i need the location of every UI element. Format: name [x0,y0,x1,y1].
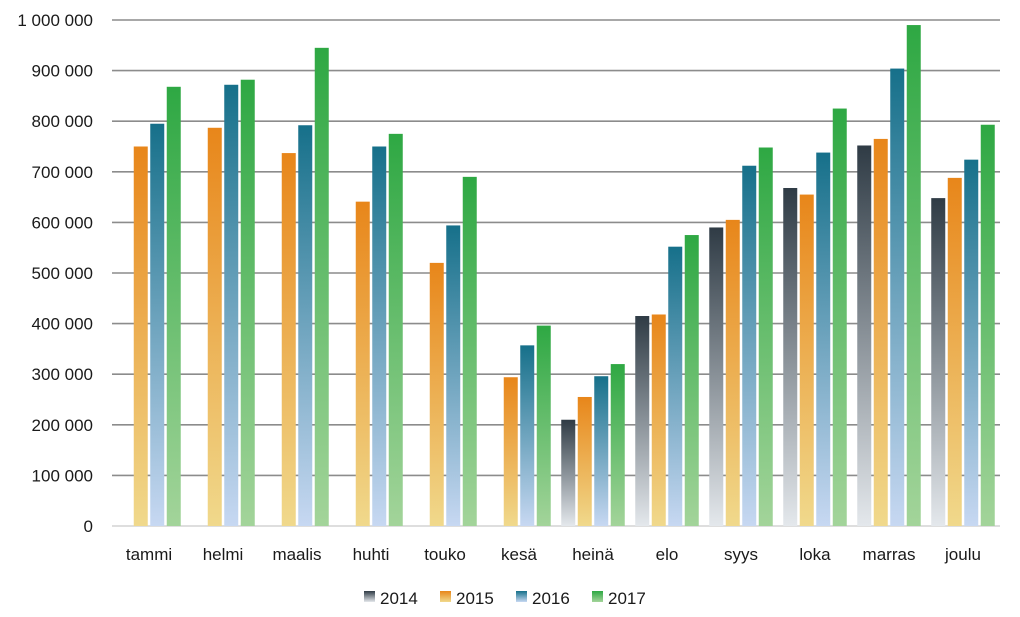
x-tick-label: helmi [203,545,244,564]
bar-2016-syys [742,165,757,526]
bar-2017-helmi [240,79,255,526]
legend-swatch [440,591,451,602]
bar-2017-elo [684,235,699,527]
bar-2015-elo [651,314,666,526]
bar-2016-marras [890,68,905,527]
bar-2015-huhti [355,201,370,527]
bar-2017-syys [758,147,773,526]
bar-2015-tammi [133,146,148,526]
x-tick-label: maalis [272,545,321,564]
bar-2016-kesä [520,345,535,526]
y-tick-label: 200 000 [32,416,93,435]
bar-2017-huhti [388,133,403,526]
bar-2017-kesä [536,325,551,526]
y-axis-ticks: 0 100 000 200 000 300 000 400 000 500 000 600 … [17,11,93,536]
bar-2016-joulu [964,159,979,526]
legend: 2014 2015 2016 2017 [364,589,646,608]
y-tick-label: 900 000 [32,62,93,81]
bar-2015-heinä [577,396,592,526]
bar-2014-loka [783,187,798,526]
bar-2015-kesä [503,377,518,526]
bar-2016-elo [668,246,683,527]
x-tick-label: elo [656,545,679,564]
y-tick-label: 300 000 [32,365,93,384]
bar-2015-touko [429,262,444,526]
bar-2017-heinä [610,364,625,526]
y-tick-label: 700 000 [32,163,93,182]
bar-2016-heinä [594,376,609,526]
bar-2015-syys [725,219,740,526]
bar-2014-heinä [561,419,576,526]
x-tick-label: huhti [353,545,390,564]
bar-2017-marras [906,25,921,527]
legend-label: 2017 [608,589,646,608]
legend-swatch [516,591,527,602]
bar-2017-touko [462,176,477,527]
bar-2014-elo [635,316,650,526]
y-tick-label: 600 000 [32,213,93,232]
bar-2015-maalis [281,153,296,526]
x-tick-label: syys [724,545,758,564]
bar-2016-loka [816,152,831,526]
bar-2017-joulu [980,124,995,526]
y-tick-label: 800 000 [32,112,93,131]
legend-label: 2016 [532,589,570,608]
gridlines [112,19,1000,527]
bar-2014-joulu [931,198,946,526]
bar-2014-marras [857,145,872,526]
y-tick-label: 0 [84,517,93,536]
legend-label: 2014 [380,589,418,608]
bar-2015-joulu [947,177,962,526]
bar-2016-maalis [298,125,313,527]
y-tick-label: 500 000 [32,264,93,283]
bar-2014-syys [709,227,724,526]
bar-2016-huhti [372,146,387,526]
x-tick-label: marras [863,545,916,564]
x-tick-label: tammi [126,545,172,564]
bar-2017-loka [832,108,847,527]
bar-2015-marras [873,138,888,526]
x-axis-ticks: tammi helmi maalis huhti touko kesä heinä elo sy… [126,545,981,564]
y-tick-label: 100 000 [32,466,93,485]
y-tick-label: 1 000 000 [17,11,93,30]
bar-2015-helmi [207,127,222,526]
bar-2016-helmi [224,84,239,526]
legend-label: 2015 [456,589,494,608]
y-tick-label: 400 000 [32,315,93,334]
legend-swatch [592,591,603,602]
bar-2016-touko [446,225,461,526]
x-tick-label: loka [799,545,831,564]
bar-2017-maalis [314,47,329,526]
x-tick-label: heinä [572,545,614,564]
bar-2017-tammi [166,86,181,527]
x-tick-label: kesä [501,545,537,564]
x-tick-label: touko [424,545,466,564]
bars [133,25,995,527]
legend-swatch [364,591,375,602]
bar-2016-tammi [150,123,165,526]
x-tick-label: joulu [944,545,981,564]
bar-2015-loka [799,194,814,526]
